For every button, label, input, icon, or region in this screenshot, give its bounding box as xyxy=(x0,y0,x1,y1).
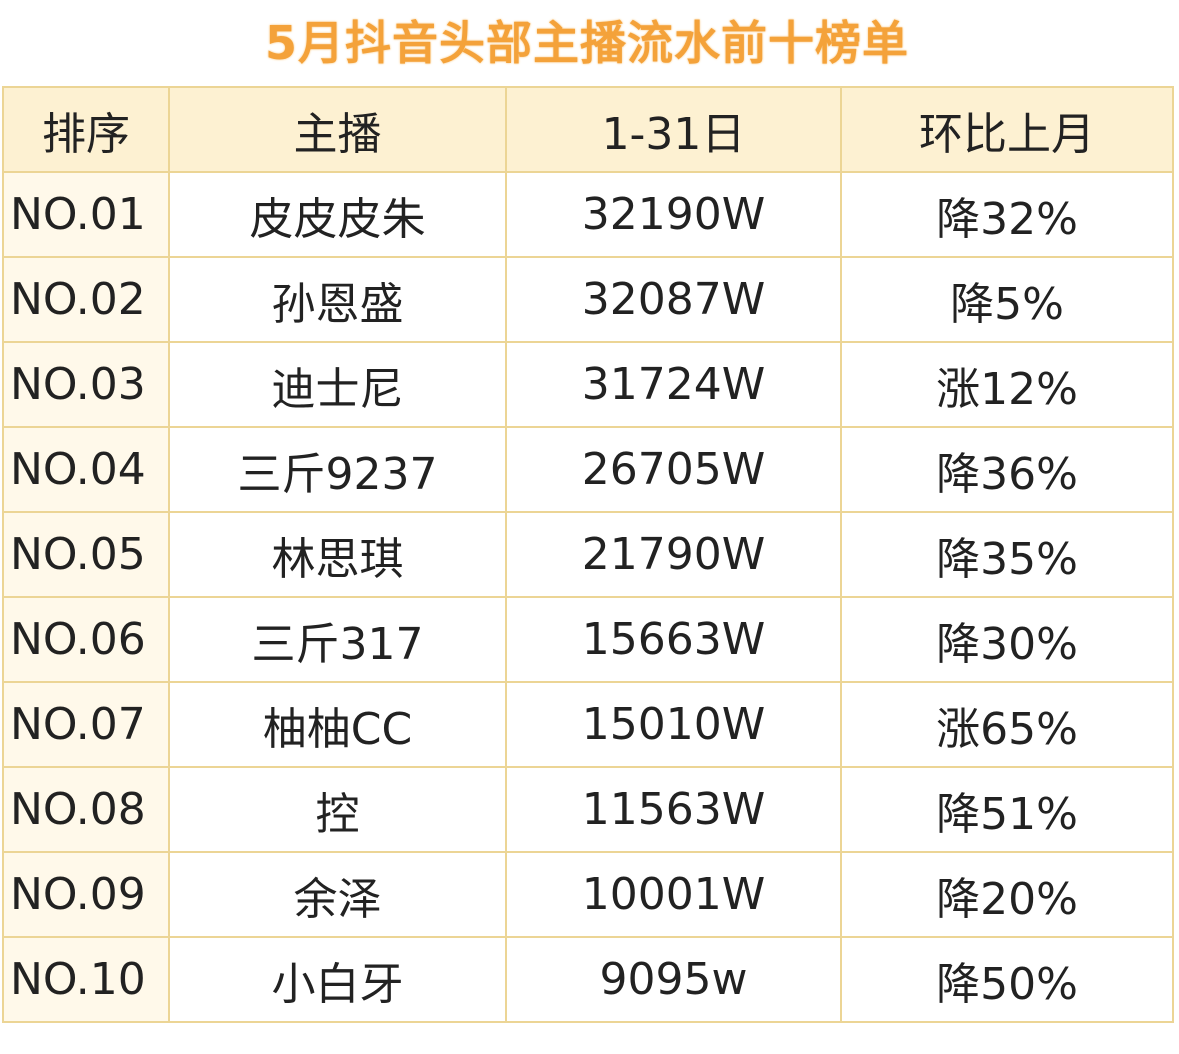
change-cell: 降30% xyxy=(840,596,1174,683)
change-cell: 涨12% xyxy=(840,341,1174,428)
rank-cell: NO.01 xyxy=(2,171,170,258)
rank-cell: NO.02 xyxy=(2,256,170,343)
change-cell: 降35% xyxy=(840,511,1174,598)
rank-cell: NO.03 xyxy=(2,341,170,428)
revenue-cell: 31724W xyxy=(505,341,842,428)
table-row: NO.10 小白牙 9095w 降50% xyxy=(2,936,1174,1023)
rank-cell: NO.08 xyxy=(2,766,170,853)
table-row: NO.02 孙恩盛 32087W 降5% xyxy=(2,256,1174,343)
change-cell: 降51% xyxy=(840,766,1174,853)
revenue-cell: 15010W xyxy=(505,681,842,768)
table-row: NO.01 皮皮皮朱 32190W 降32% xyxy=(2,171,1174,258)
revenue-cell: 11563W xyxy=(505,766,842,853)
change-cell: 降5% xyxy=(840,256,1174,343)
change-cell: 降50% xyxy=(840,936,1174,1023)
streamer-cell: 控 xyxy=(168,766,507,853)
ranking-table-container: 5月抖音头部主播流水前十榜单 排序 主播 1-31日 环比上月 NO.01 皮皮皮… xyxy=(2,0,1174,1023)
rank-cell: NO.04 xyxy=(2,426,170,513)
change-cell: 降20% xyxy=(840,851,1174,938)
table-row: NO.05 林思琪 21790W 降35% xyxy=(2,511,1174,598)
rank-cell: NO.10 xyxy=(2,936,170,1023)
header-rank: 排序 xyxy=(2,86,170,173)
header-row: 排序 主播 1-31日 环比上月 xyxy=(2,86,1174,173)
streamer-cell: 三斤317 xyxy=(168,596,507,683)
streamer-cell: 余泽 xyxy=(168,851,507,938)
revenue-cell: 32087W xyxy=(505,256,842,343)
revenue-cell: 9095w xyxy=(505,936,842,1023)
header-revenue: 1-31日 xyxy=(505,86,842,173)
rank-cell: NO.07 xyxy=(2,681,170,768)
revenue-cell: 15663W xyxy=(505,596,842,683)
table-row: NO.06 三斤317 15663W 降30% xyxy=(2,596,1174,683)
streamer-cell: 孙恩盛 xyxy=(168,256,507,343)
streamer-cell: 柚柚CC xyxy=(168,681,507,768)
table-row: NO.03 迪士尼 31724W 涨12% xyxy=(2,341,1174,428)
table-row: NO.09 余泽 10001W 降20% xyxy=(2,851,1174,938)
table-row: NO.08 控 11563W 降51% xyxy=(2,766,1174,853)
rank-cell: NO.09 xyxy=(2,851,170,938)
streamer-cell: 小白牙 xyxy=(168,936,507,1023)
revenue-cell: 26705W xyxy=(505,426,842,513)
streamer-cell: 迪士尼 xyxy=(168,341,507,428)
change-cell: 降36% xyxy=(840,426,1174,513)
revenue-cell: 32190W xyxy=(505,171,842,258)
change-cell: 降32% xyxy=(840,171,1174,258)
revenue-cell: 10001W xyxy=(505,851,842,938)
streamer-cell: 三斤9237 xyxy=(168,426,507,513)
change-cell: 涨65% xyxy=(840,681,1174,768)
ranking-table: 排序 主播 1-31日 环比上月 NO.01 皮皮皮朱 32190W 降32% NO.0… xyxy=(2,86,1174,1023)
streamer-cell: 林思琪 xyxy=(168,511,507,598)
header-streamer: 主播 xyxy=(168,86,507,173)
table-row: NO.07 柚柚CC 15010W 涨65% xyxy=(2,681,1174,768)
table-title: 5月抖音头部主播流水前十榜单 xyxy=(264,16,909,70)
revenue-cell: 21790W xyxy=(505,511,842,598)
streamer-cell: 皮皮皮朱 xyxy=(168,171,507,258)
header-mom-change: 环比上月 xyxy=(840,86,1174,173)
rank-cell: NO.05 xyxy=(2,511,170,598)
rank-cell: NO.06 xyxy=(2,596,170,683)
table-row: NO.04 三斤9237 26705W 降36% xyxy=(2,426,1174,513)
